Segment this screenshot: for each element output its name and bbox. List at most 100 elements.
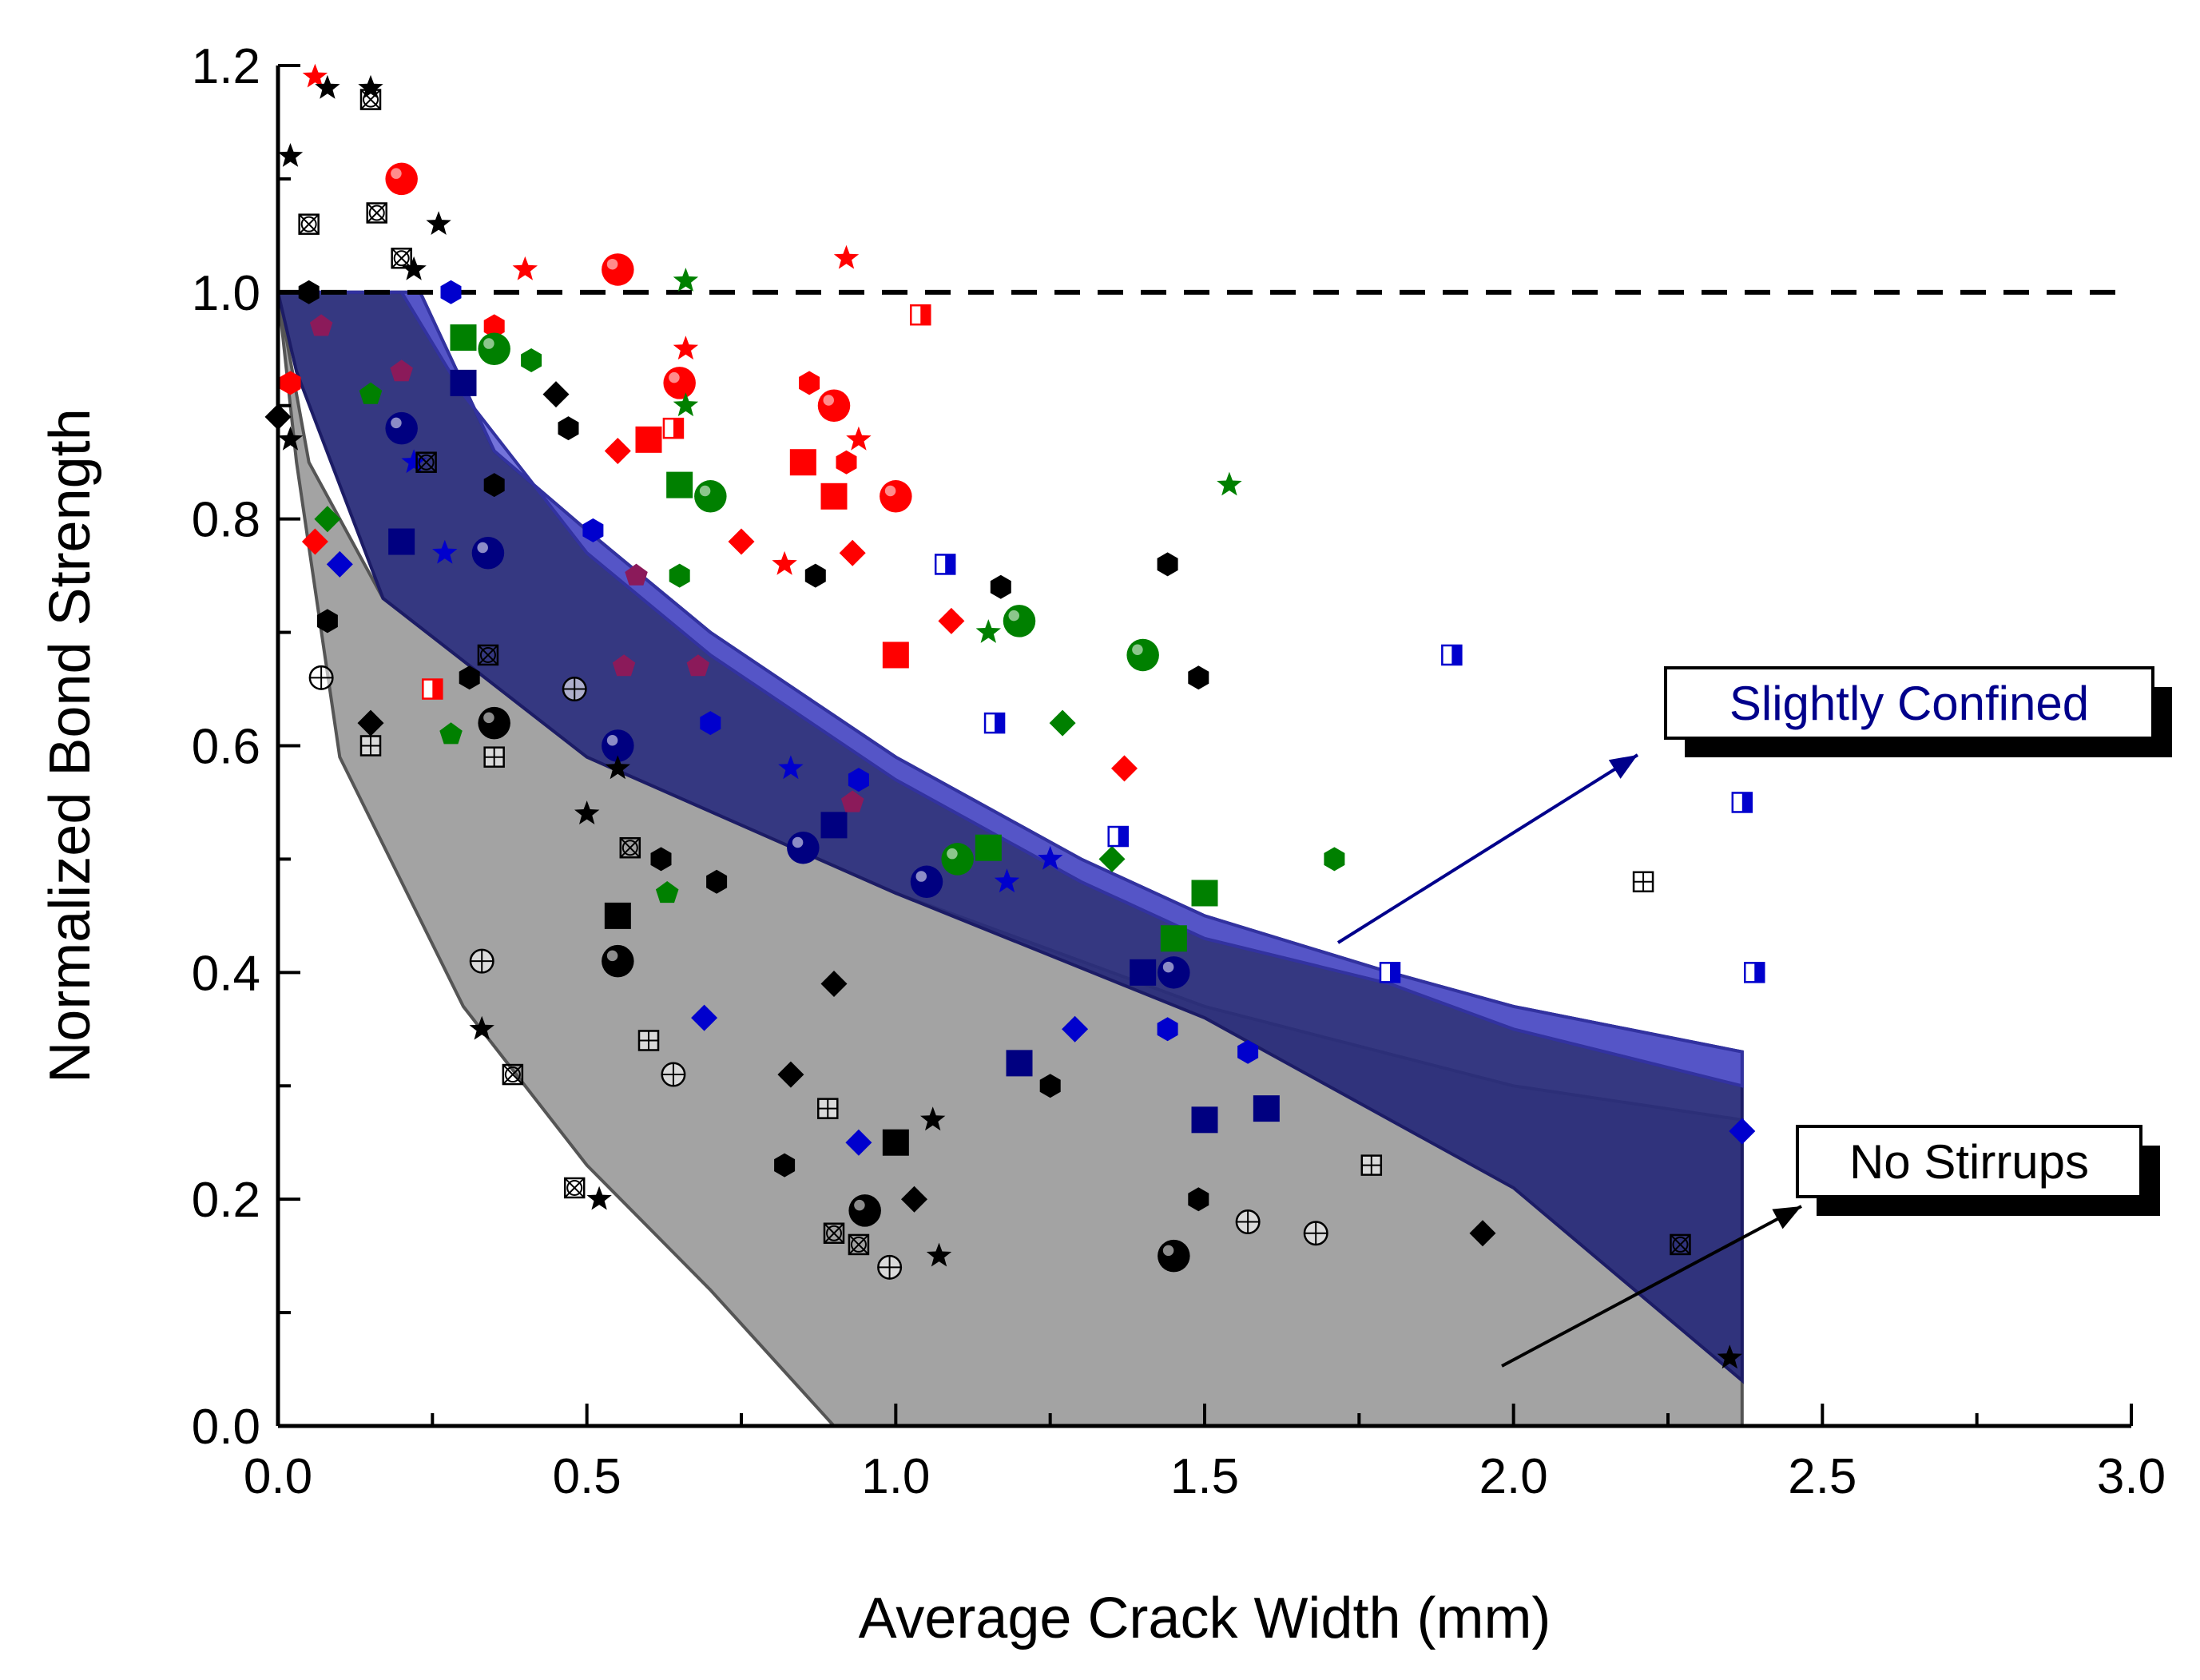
point-s24-0-crossed-square-ring	[363, 91, 379, 108]
point-s9-0-hexagon	[521, 348, 542, 372]
point-s24-2-crossed-square-frame	[366, 202, 387, 224]
point-s15-1-half-square	[1441, 644, 1463, 666]
point-s21-1-square	[882, 1129, 909, 1156]
point-s15-0-half-square-fill	[945, 554, 955, 574]
point-s0-5-star	[772, 550, 797, 575]
point-s23-5-diamond	[820, 971, 848, 997]
point-s25-0-crossed-circle	[308, 665, 334, 690]
point-s3-3-hexagon	[280, 371, 301, 395]
point-s6-2-star	[975, 619, 1001, 643]
point-s22-13-hexagon	[298, 280, 320, 304]
point-s20-0-ball	[478, 706, 510, 740]
point-s21-0-square	[604, 902, 631, 929]
point-s4-1-diamond	[728, 528, 755, 555]
band-2	[278, 290, 1744, 1088]
point-s2-1-square	[789, 449, 816, 476]
point-s24-1-crossed-square-frame	[298, 213, 320, 235]
point-s1-3-ball-highlight	[823, 395, 834, 406]
point-s19-11-star	[1717, 1344, 1742, 1369]
point-s16-3-ball	[787, 831, 820, 864]
point-s6-3-star	[1217, 471, 1242, 496]
point-s1-4-ball-body	[880, 480, 912, 513]
x-tick-label: 1.0	[861, 1449, 930, 1504]
point-s24-7-crossed-square-frame	[848, 1233, 870, 1256]
point-s24-7-crossed-square	[848, 1233, 870, 1256]
callout-arrow-line	[1501, 1205, 1802, 1368]
point-s24-0-crossed-square-frame	[359, 89, 382, 110]
point-s7-4-ball-highlight	[947, 848, 958, 860]
point-s3-0-hexagon	[799, 371, 820, 395]
point-s22-0-hexagon	[558, 416, 579, 441]
point-s25-1-crossed-circle	[469, 948, 494, 974]
x-axis-title: Average Crack Width (mm)	[859, 1587, 1551, 1650]
point-s22-7-hexagon	[706, 869, 728, 894]
point-s24-11-crossed-square-x2	[478, 645, 498, 665]
callout-box	[1796, 1125, 2142, 1198]
point-s24-4-crossed-square-x2	[415, 452, 437, 473]
point-s19-12-star	[586, 1186, 612, 1210]
point-s24-10-crossed-square-x2	[620, 837, 641, 858]
point-s16-3-ball-body	[787, 831, 820, 864]
point-s17-1-square	[388, 528, 415, 555]
point-s18-3-pentagon	[686, 654, 710, 677]
point-s24-1-crossed-square-ring	[300, 216, 317, 232]
point-s14-3-star	[1038, 845, 1063, 870]
y-tick-label: 0.6	[192, 720, 260, 775]
y-tick-label: 0.2	[192, 1173, 260, 1228]
point-s1-2-ball	[663, 367, 696, 399]
point-s1-1-ball	[602, 253, 634, 286]
y-tick-label: 0.4	[192, 946, 260, 1001]
point-s16-4-ball-highlight	[915, 871, 927, 882]
point-s5-2-half-square-fill	[432, 679, 443, 699]
point-s22-2-hexagon	[804, 563, 826, 588]
point-s24-5-crossed-square-ring	[504, 1066, 521, 1083]
point-s7-4-ball	[941, 843, 974, 876]
point-s24-5-crossed-square-frame	[502, 1063, 524, 1086]
callout-arrow-line	[1336, 753, 1639, 944]
point-s16-5-ball	[1158, 956, 1190, 989]
point-s16-1-ball-highlight	[477, 542, 488, 554]
point-s6-0-star	[673, 268, 699, 292]
point-s16-1-ball-body	[471, 536, 505, 570]
point-s19-8-star	[920, 1106, 946, 1131]
point-s20-2-ball-highlight	[854, 1199, 865, 1211]
point-s17-4-square	[1006, 1050, 1033, 1077]
point-s24-6-crossed-square	[823, 1222, 845, 1244]
point-s1-4-ball	[880, 480, 912, 513]
point-s3-1-hexagon	[836, 450, 857, 475]
point-s15-5-half-square-fill	[1390, 963, 1400, 983]
point-s1-0-ball-highlight	[391, 168, 402, 179]
point-s7-0-ball	[478, 332, 510, 366]
y-tick-label: 0.0	[192, 1400, 260, 1455]
points-layer	[264, 63, 1765, 1369]
point-s20-0-ball-body	[478, 706, 510, 740]
point-s26-3-grid-square	[1360, 1154, 1383, 1176]
point-s18-1-pentagon	[390, 359, 413, 382]
point-s5-0-half-square-fill	[673, 419, 683, 439]
point-s7-3-ball	[1126, 638, 1159, 672]
point-s12-2-hexagon	[700, 711, 721, 736]
point-s19-2-star	[426, 211, 451, 235]
point-s12-3-hexagon	[848, 768, 869, 792]
point-s7-1-ball-body	[694, 480, 727, 513]
point-s20-3-ball-highlight	[1162, 1245, 1174, 1257]
point-s18-2-pentagon	[625, 563, 648, 586]
point-s22-3-hexagon	[990, 574, 1011, 599]
point-s24-6-crossed-square-x2	[824, 1223, 844, 1244]
point-s8-1-square	[666, 471, 693, 498]
point-s23-2-diamond	[777, 1061, 804, 1088]
point-s7-0-ball-body	[478, 332, 510, 366]
point-s25-2-crossed-circle	[661, 1062, 686, 1087]
point-s22-6-hexagon	[650, 847, 672, 872]
point-s10-0-diamond	[1049, 709, 1076, 737]
point-s20-3-ball	[1158, 1239, 1190, 1273]
point-s16-5-ball-body	[1158, 956, 1190, 989]
callout-label: No Stirrups	[1849, 1135, 2089, 1189]
point-s15-3-half-square-fill	[1741, 792, 1752, 812]
point-s7-2-ball-body	[1003, 605, 1036, 637]
point-s24-0-crossed-square-x2	[360, 89, 381, 110]
point-s17-0-square	[450, 369, 477, 396]
point-s19-6-star	[574, 800, 600, 824]
point-s14-2-star	[778, 755, 804, 780]
